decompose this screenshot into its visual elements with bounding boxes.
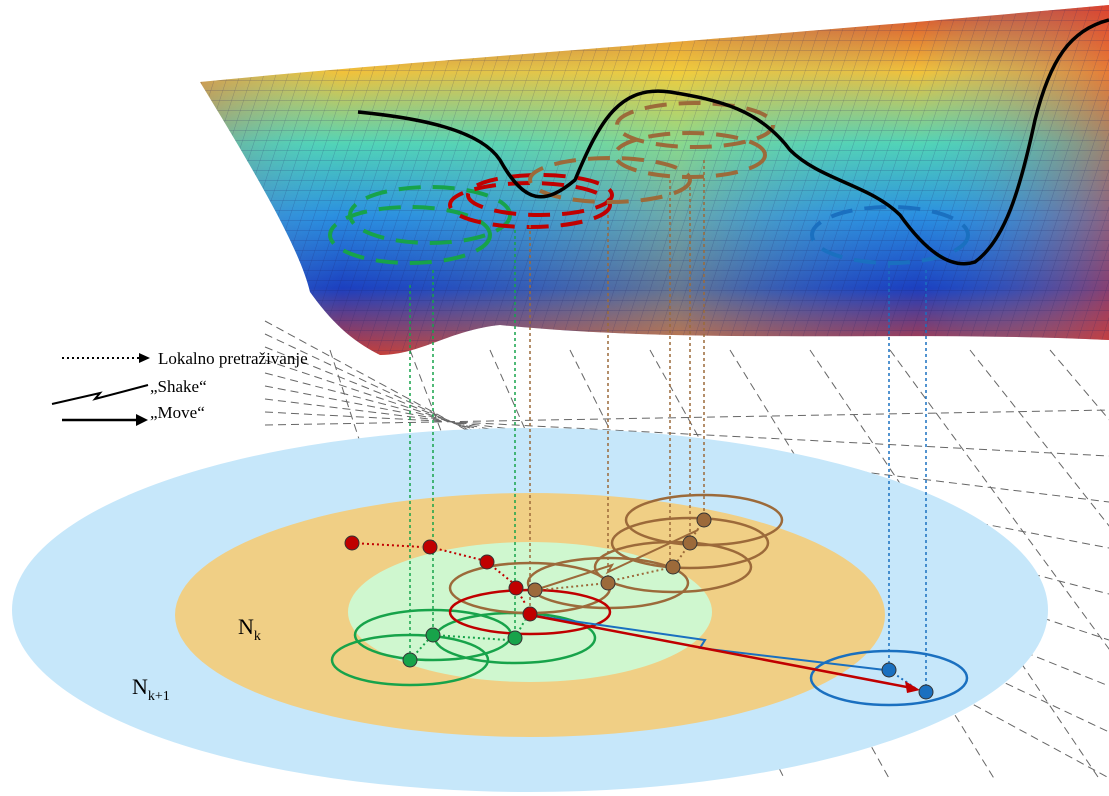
brown-dotted-arrow xyxy=(539,582,609,591)
label-nk1: Nk+1 xyxy=(132,674,170,704)
green-point xyxy=(507,630,523,646)
legend: Lokalno pretraživanje „Shake“ „Move“ xyxy=(51,349,308,426)
brown-point xyxy=(696,512,712,528)
brown-point xyxy=(665,559,681,575)
brown-point xyxy=(600,575,616,591)
green-point xyxy=(402,652,418,668)
red-dotted-arrow xyxy=(351,542,423,548)
legend-move-label: „Move“ xyxy=(150,403,205,422)
legend-local-search-label: Lokalno pretraživanje xyxy=(158,349,308,368)
floor-grid-line xyxy=(809,349,1101,781)
brown-ring xyxy=(624,493,784,547)
red-dotted-arrow xyxy=(515,587,527,606)
floor-grid-line xyxy=(889,349,1109,650)
legend-local-search-arrowhead xyxy=(139,353,150,363)
red-dotted-arrow xyxy=(429,546,483,561)
floor-grid-line xyxy=(1049,349,1109,421)
brown-shake-line xyxy=(534,529,699,591)
surface-ring-brown-1 xyxy=(528,156,692,204)
surface-ring-brown-3 xyxy=(615,101,775,149)
brown-dotted-arrow xyxy=(676,542,691,563)
red-point xyxy=(344,535,360,551)
red-point xyxy=(422,539,438,555)
label-nk: Nk xyxy=(238,614,261,644)
green-ring xyxy=(330,633,490,687)
floor-grid-line xyxy=(969,349,1109,527)
surface-ring-red-2 xyxy=(466,173,614,217)
floor-grid-line xyxy=(264,398,1109,503)
surface-ring-green-1 xyxy=(328,205,492,265)
surface-ring-blue xyxy=(810,205,970,265)
move-arrow-head xyxy=(905,681,920,693)
floor-grid-line xyxy=(264,409,1109,426)
legend-shake-symbol xyxy=(51,384,149,405)
move-arrow xyxy=(529,613,913,690)
brown-ring xyxy=(610,516,770,570)
objective-surface xyxy=(200,5,1109,355)
projection-lines xyxy=(409,160,927,692)
brown-point xyxy=(527,582,543,598)
brown-dotted-arrow xyxy=(691,519,705,539)
floor-grid-line xyxy=(264,411,1109,457)
blue-shake-line xyxy=(529,614,886,671)
brown-point xyxy=(682,535,698,551)
surface-path-curve xyxy=(357,18,1109,266)
red-point xyxy=(479,554,495,570)
legend-shake-label: „Shake“ xyxy=(150,377,207,396)
blue-ring xyxy=(809,649,969,707)
blue-point xyxy=(918,684,934,700)
blue-point xyxy=(881,662,897,678)
red-point xyxy=(522,606,538,622)
search-points xyxy=(344,512,934,700)
red-point xyxy=(508,580,524,596)
green-dotted-arrow xyxy=(514,619,526,639)
green-point xyxy=(425,627,441,643)
legend-move-arrowhead xyxy=(136,414,148,426)
